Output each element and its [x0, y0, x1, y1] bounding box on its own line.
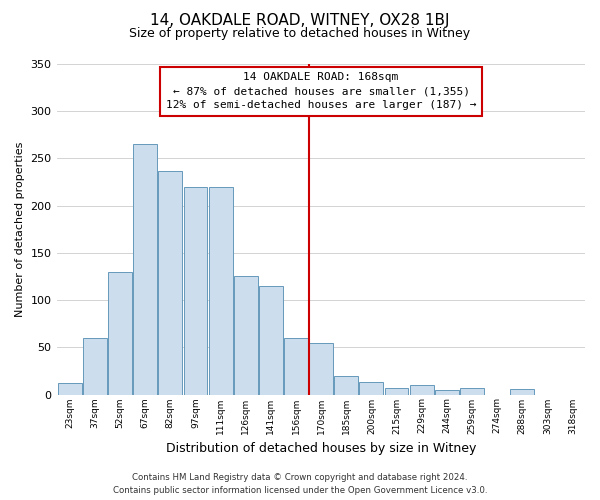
Bar	[309, 342, 333, 394]
Text: Contains HM Land Registry data © Crown copyright and database right 2024.
Contai: Contains HM Land Registry data © Crown c…	[113, 474, 487, 495]
Text: Size of property relative to detached houses in Witney: Size of property relative to detached ho…	[130, 28, 470, 40]
Bar	[184, 187, 208, 394]
Bar	[158, 170, 182, 394]
Bar	[284, 338, 308, 394]
Bar	[435, 390, 459, 394]
Bar	[410, 385, 434, 394]
Bar	[234, 276, 257, 394]
Bar	[108, 272, 132, 394]
Bar	[359, 382, 383, 394]
X-axis label: Distribution of detached houses by size in Witney: Distribution of detached houses by size …	[166, 442, 476, 455]
Bar	[385, 388, 409, 394]
Bar	[259, 286, 283, 395]
Bar	[209, 187, 233, 394]
Bar	[510, 389, 534, 394]
Y-axis label: Number of detached properties: Number of detached properties	[15, 142, 25, 317]
Bar	[133, 144, 157, 394]
Text: 14, OAKDALE ROAD, WITNEY, OX28 1BJ: 14, OAKDALE ROAD, WITNEY, OX28 1BJ	[150, 12, 450, 28]
Text: 14 OAKDALE ROAD: 168sqm
← 87% of detached houses are smaller (1,355)
12% of semi: 14 OAKDALE ROAD: 168sqm ← 87% of detache…	[166, 72, 476, 110]
Bar	[83, 338, 107, 394]
Bar	[460, 388, 484, 394]
Bar	[334, 376, 358, 394]
Bar	[58, 383, 82, 394]
